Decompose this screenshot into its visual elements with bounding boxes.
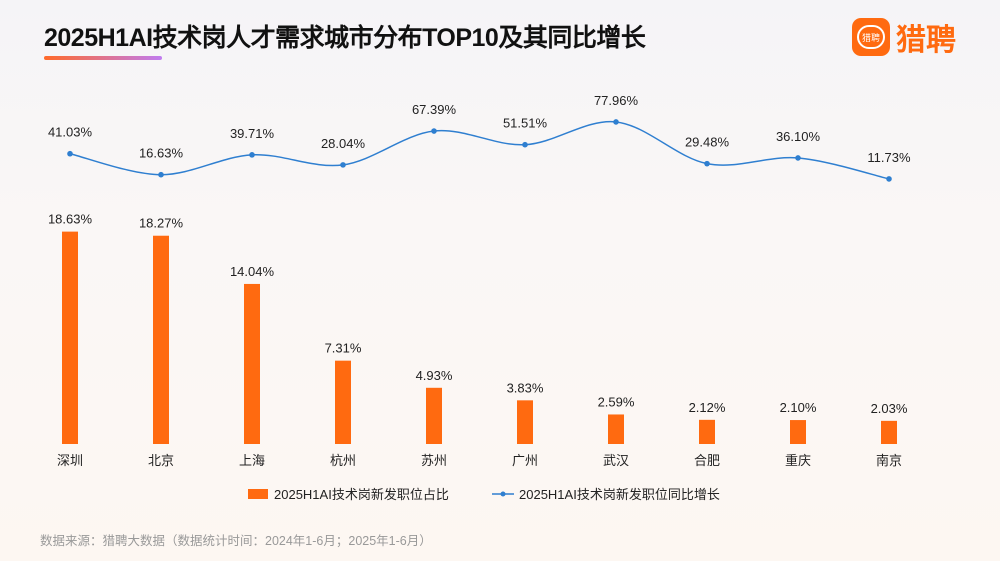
legend-item-bar: 2025H1AI技术岗新发职位占比 (248, 484, 449, 503)
bar-label: 2.10% (780, 400, 817, 415)
line-label: 28.04% (321, 136, 366, 151)
bar-南京 (881, 420, 897, 444)
line-point-合肥 (704, 160, 710, 167)
bar-重庆 (790, 420, 806, 444)
legend-swatch-line (492, 491, 514, 496)
line-label: 51.51% (503, 116, 548, 131)
line-point-广州 (522, 141, 528, 148)
line-label: 41.03% (48, 125, 93, 140)
growth-line (69, 121, 890, 180)
line-label: 77.96% (594, 93, 639, 108)
x-tick-label: 合肥 (694, 453, 720, 468)
legend-label-line: 2025H1AI技术岗新发职位同比增长 (519, 487, 720, 502)
x-tick-label: 上海 (239, 453, 265, 468)
line-point-深圳 (67, 150, 73, 157)
bar-label: 14.04% (230, 264, 275, 279)
line-label: 29.48% (685, 135, 730, 150)
bar-label: 4.93% (416, 368, 453, 383)
logo-badge-icon: 猎聘 (852, 18, 890, 56)
x-tick-label: 重庆 (785, 453, 811, 468)
line-point-北京 (158, 171, 164, 178)
bar-武汉 (608, 414, 624, 444)
line-point-苏州 (431, 128, 437, 134)
page-title: 2025H1AI技术岗人才需求城市分布TOP10及其同比增长 (44, 24, 646, 52)
legend-item-line: 2025H1AI技术岗新发职位同比增长 (492, 484, 720, 503)
x-tick-label: 深圳 (57, 453, 83, 468)
x-tick-label: 苏州 (421, 453, 447, 468)
bar-北京 (153, 235, 169, 444)
line-label: 16.63% (139, 146, 184, 161)
line-point-重庆 (795, 155, 801, 161)
x-tick-label: 杭州 (330, 453, 356, 468)
bar-label: 18.63% (48, 212, 93, 227)
x-tick-label: 北京 (148, 453, 174, 468)
title-underline (44, 56, 162, 60)
line-point-杭州 (340, 162, 346, 168)
x-tick-label: 南京 (876, 453, 902, 468)
bar-label: 18.27% (139, 216, 184, 231)
bar-label: 7.31% (325, 341, 362, 356)
bar-label: 3.83% (507, 380, 544, 395)
line-label: 39.71% (230, 126, 275, 141)
line-point-南京 (886, 176, 892, 182)
bar-杭州 (335, 360, 351, 444)
source-note: 数据来源：猎聘大数据（数据统计时间：2024年1-6月；2025年1-6月） (40, 534, 432, 548)
bar-合肥 (699, 419, 715, 444)
bar-苏州 (426, 387, 442, 444)
x-tick-label: 广州 (512, 453, 538, 468)
bar-label: 2.59% (598, 394, 635, 409)
logo-text: 猎聘 (896, 24, 956, 57)
liepin-logo: 猎聘 猎聘 (852, 15, 956, 59)
bar-label: 2.03% (871, 401, 908, 416)
line-label: 11.73% (867, 150, 911, 165)
logo-bubble: 猎聘 (857, 25, 885, 49)
bar-广州 (517, 400, 533, 444)
bar-label: 2.12% (689, 400, 726, 415)
line-label: 67.39% (412, 102, 457, 117)
line-point-上海 (249, 152, 255, 158)
x-tick-label: 武汉 (603, 453, 629, 468)
line-label: 36.10% (776, 129, 821, 144)
bar-深圳 (62, 231, 78, 444)
legend-swatch-bar (248, 488, 268, 499)
line-point-武汉 (613, 119, 619, 125)
legend-label-bar: 2025H1AI技术岗新发职位占比 (274, 487, 449, 502)
bar-上海 (244, 283, 260, 444)
